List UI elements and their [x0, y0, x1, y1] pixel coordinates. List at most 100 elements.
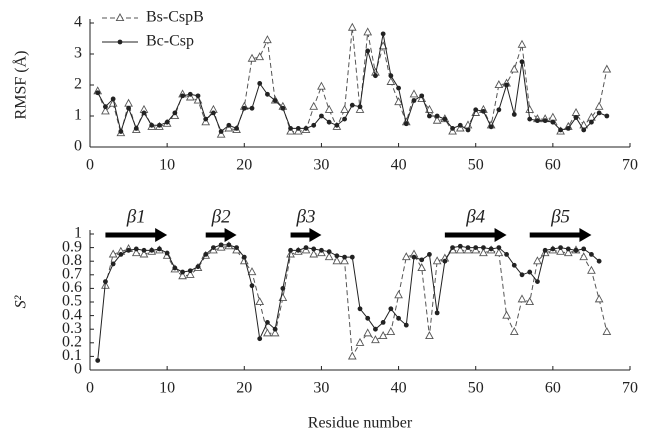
marker: [334, 122, 340, 128]
marker: [309, 249, 319, 258]
strand-label: β5: [550, 206, 570, 227]
marker: [272, 98, 278, 103]
marker: [263, 328, 272, 337]
marker: [571, 107, 581, 116]
marker: [218, 242, 224, 248]
legend-label: Bs-CspB: [146, 9, 204, 26]
x-axis-label: Residue number: [308, 415, 413, 432]
y-tick-label: 0.9: [62, 238, 82, 255]
marker: [432, 115, 442, 124]
marker: [432, 256, 442, 265]
marker: [265, 91, 270, 97]
marker: [303, 245, 309, 251]
marker: [479, 248, 488, 257]
marker: [293, 126, 303, 135]
y-tick-label: 0: [74, 138, 82, 155]
marker: [172, 265, 178, 271]
marker: [581, 246, 587, 252]
marker: [504, 252, 509, 257]
marker: [542, 118, 548, 124]
marker: [394, 97, 403, 106]
marker: [589, 252, 594, 257]
marker: [324, 252, 334, 261]
marker: [309, 101, 319, 110]
marker: [118, 252, 124, 257]
marker: [573, 115, 579, 120]
marker: [110, 261, 116, 267]
marker: [280, 105, 286, 111]
marker: [504, 82, 509, 88]
marker: [178, 271, 187, 280]
marker: [481, 108, 486, 114]
marker: [388, 306, 394, 312]
marker: [363, 328, 373, 337]
marker: [326, 249, 332, 255]
marker: [133, 125, 139, 131]
marker: [448, 126, 457, 135]
marker: [241, 105, 247, 111]
marker: [380, 31, 386, 37]
marker: [326, 119, 332, 125]
marker: [295, 247, 301, 253]
marker: [394, 290, 403, 299]
marker: [396, 315, 401, 321]
marker: [247, 53, 257, 62]
x-tick-label: 60: [545, 380, 561, 397]
marker: [270, 328, 280, 337]
marker: [103, 279, 108, 284]
marker: [340, 104, 349, 113]
y-tick-label: 1: [74, 107, 82, 124]
marker: [581, 127, 587, 133]
marker: [481, 245, 486, 251]
strand-arrow-head: [494, 228, 507, 242]
marker: [511, 262, 517, 268]
marker: [355, 104, 365, 113]
marker: [124, 98, 133, 107]
marker: [427, 252, 432, 257]
marker: [401, 252, 411, 261]
marker: [411, 98, 417, 103]
y-tick-label: 1: [74, 225, 82, 242]
marker: [149, 122, 155, 128]
y-tick-label: 0.1: [62, 347, 82, 364]
marker: [450, 125, 455, 131]
marker: [286, 249, 295, 258]
marker: [386, 76, 396, 85]
marker: [211, 245, 216, 251]
marker: [164, 119, 170, 125]
marker: [488, 124, 494, 130]
marker: [602, 326, 612, 335]
x-tick-label: 50: [468, 380, 484, 397]
marker: [319, 247, 324, 253]
marker: [535, 279, 540, 284]
marker: [378, 331, 388, 340]
y-tick-label: 0.5: [62, 293, 82, 310]
strand-label: β4: [465, 206, 485, 227]
marker: [434, 310, 440, 316]
marker: [255, 52, 265, 61]
y-tick-label: 0.6: [62, 279, 82, 296]
marker: [525, 297, 535, 306]
marker: [103, 104, 108, 110]
y-tick-label: 2: [74, 76, 82, 93]
marker: [342, 254, 347, 260]
x-tick-label: 20: [236, 157, 252, 174]
marker: [249, 105, 255, 111]
y-tick-label: 4: [74, 14, 82, 31]
marker: [340, 256, 349, 265]
x-tick-label: 0: [86, 157, 94, 174]
marker: [265, 320, 270, 325]
marker: [419, 93, 425, 99]
marker: [355, 337, 365, 346]
marker: [133, 246, 139, 252]
x-tick-label: 0: [86, 380, 94, 397]
marker: [442, 116, 448, 122]
marker: [602, 64, 612, 73]
marker: [548, 112, 558, 121]
marker: [203, 116, 209, 122]
strand-label: β1: [126, 206, 146, 227]
strand-arrow-head: [155, 228, 168, 242]
marker: [535, 118, 540, 124]
marker: [319, 113, 324, 119]
marker: [211, 110, 216, 116]
